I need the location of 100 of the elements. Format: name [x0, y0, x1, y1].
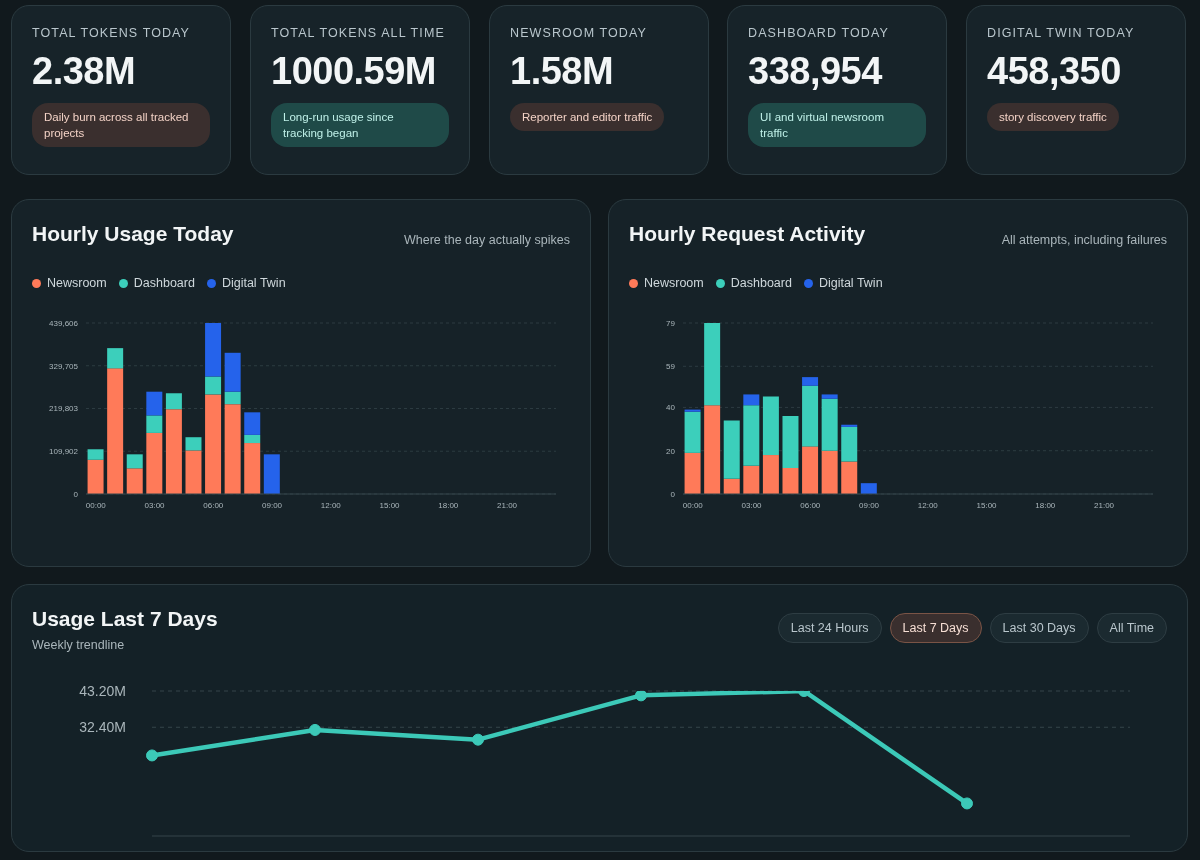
x-tick-label: 09:00	[859, 500, 880, 510]
text: 458,350	[987, 50, 1122, 93]
bar	[723, 420, 740, 479]
bar	[224, 404, 241, 494]
chart-subtitle: Where the day actually spikes	[403, 233, 570, 247]
y-tick-label: 32.40M	[79, 719, 126, 736]
bar	[146, 432, 163, 494]
bar	[684, 409, 701, 412]
y-tick-label: 0	[670, 489, 676, 499]
point	[309, 723, 321, 736]
bar	[244, 443, 261, 494]
bar	[244, 412, 261, 435]
bar	[782, 468, 799, 494]
bar	[146, 415, 163, 433]
bar	[244, 434, 261, 444]
text: All Time	[1096, 613, 1167, 643]
bar	[821, 450, 838, 494]
x-tick-label: 18:00	[438, 500, 459, 510]
chart-title: Usage Last 7 Days	[32, 607, 218, 631]
text: Daily burn across all tracked projects	[32, 103, 210, 147]
text: NEWSROOM TODAY	[510, 26, 648, 40]
bar	[205, 376, 222, 395]
chart-subtitle: All attempts, including failures	[1001, 233, 1167, 247]
x-tick-label: 06:00	[800, 500, 821, 510]
point	[146, 749, 158, 762]
x-tick-label: 00:00	[682, 500, 704, 510]
y-tick-label: 59	[666, 362, 676, 372]
legend-label: Dashboard	[132, 276, 195, 290]
text: Long-run usage since tracking began	[271, 103, 449, 147]
text: 1.58M	[510, 50, 615, 93]
chart-title: Hourly Usage Today	[32, 222, 234, 246]
text: Last 7 Days	[889, 613, 982, 643]
x-tick-label: 12:00	[320, 500, 342, 510]
x-tick-label: 21:00	[497, 500, 518, 510]
bar	[87, 459, 104, 494]
bar	[860, 483, 877, 494]
bar	[146, 391, 163, 416]
x-tick-label: 15:00	[976, 500, 998, 510]
bar	[224, 391, 241, 405]
chart-title: Hourly Request Activity	[629, 222, 866, 246]
y-tick-label: 329,705	[49, 361, 79, 371]
bar	[107, 348, 124, 369]
text: TOTAL TOKENS ALL TIME	[271, 26, 446, 40]
y-tick-label: 109,902	[49, 447, 79, 457]
text: 338,954	[748, 50, 884, 93]
text: Reporter and editor traffic	[510, 103, 665, 131]
text: UI and virtual newsroom traffic	[748, 103, 926, 147]
text: DIGITAL TWIN TODAY	[987, 26, 1136, 40]
bar	[762, 455, 779, 494]
y-tick-label: 79	[666, 318, 676, 328]
bar	[743, 394, 760, 406]
text: 2.38M	[32, 50, 137, 93]
bar	[841, 461, 858, 494]
legend-label: Newsroom	[643, 276, 704, 290]
bar	[704, 323, 721, 406]
point	[472, 733, 484, 746]
text: TOTAL TOKENS TODAY	[32, 26, 192, 40]
bar	[185, 437, 202, 451]
x-tick-label: 09:00	[262, 500, 283, 510]
y-tick-label: 43.20M	[79, 682, 126, 699]
legend-label: Digital Twin	[817, 276, 883, 290]
text: story discovery traffic	[987, 103, 1119, 131]
x-tick-label: 15:00	[379, 500, 401, 510]
bar	[782, 416, 799, 469]
bar	[841, 424, 858, 427]
bar	[704, 405, 721, 494]
x-tick-label: 03:00	[144, 500, 166, 510]
text: Last 24 Hours	[777, 613, 882, 643]
x-tick-label: 12:00	[917, 500, 939, 510]
legend-label: Dashboard	[729, 276, 792, 290]
y-tick-label: 0	[73, 489, 79, 499]
bar	[165, 393, 182, 410]
bar	[684, 411, 701, 453]
bar	[684, 452, 701, 494]
point	[961, 797, 973, 810]
bar	[126, 454, 143, 469]
bar	[841, 426, 858, 462]
bar	[743, 405, 760, 466]
text: DASHBOARD TODAY	[748, 26, 890, 40]
bar	[802, 446, 819, 494]
bar	[87, 449, 104, 460]
chart-subtitle: Weekly trendline	[32, 638, 125, 652]
legend-label: Newsroom	[46, 276, 107, 290]
bar	[205, 394, 222, 494]
bar	[126, 468, 143, 494]
point	[635, 691, 647, 702]
bar	[224, 352, 241, 392]
y-tick-label: 219,803	[49, 404, 79, 414]
x-tick-label: 06:00	[203, 500, 224, 510]
bar	[762, 396, 779, 456]
bar	[723, 478, 740, 494]
x-tick-label: 18:00	[1035, 500, 1056, 510]
bar	[185, 450, 202, 494]
bar	[263, 454, 280, 494]
text: 1000.59M	[271, 50, 437, 93]
y-tick-label: 40	[666, 403, 676, 413]
bar	[205, 323, 222, 377]
bar	[107, 368, 124, 494]
x-tick-label: 03:00	[741, 500, 763, 510]
bar	[802, 377, 819, 386]
